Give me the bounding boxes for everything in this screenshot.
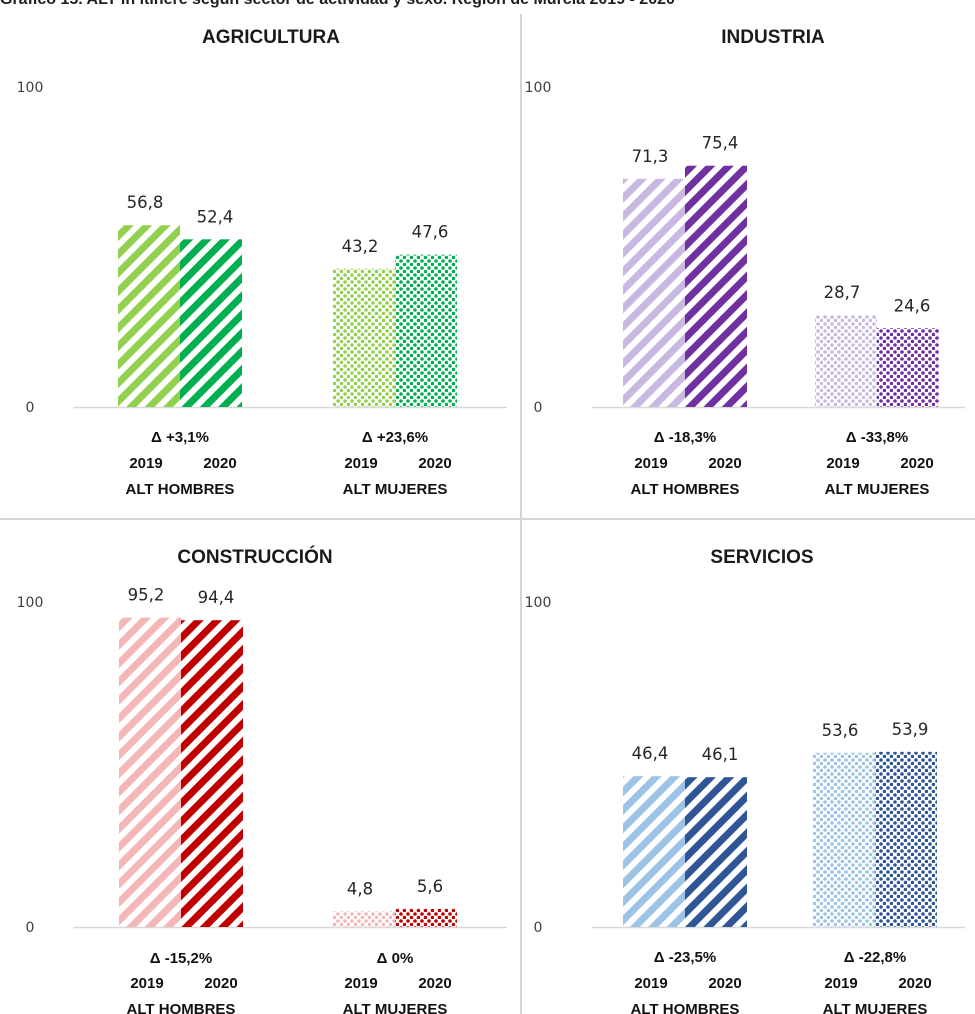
y-tick-label: 100 [17,595,44,611]
year-label: 2019 [130,975,163,992]
y-tick-label: 0 [534,400,543,416]
year-label: 2019 [634,455,667,472]
year-label: 2019 [824,975,857,992]
year-label: 2020 [708,455,741,472]
year-label: 2020 [203,455,236,472]
data-label: 46,1 [702,745,739,764]
data-label: 28,7 [824,283,861,302]
bar-alt-hombres-2020 [181,620,243,927]
year-label: 2019 [634,975,667,992]
delta-label: Δ +3,1% [151,429,209,446]
delta-label: Δ -18,3% [654,429,716,446]
bar-alt-hombres-2020 [685,165,747,407]
bar-alt-mujeres-2020 [395,908,457,927]
year-label: 2020 [898,975,931,992]
bar-alt-mujeres-2019 [333,268,395,407]
year-label: 2020 [418,455,451,472]
y-tick-label: 0 [534,920,543,936]
category-label: ALT HOMBRES [127,1001,236,1014]
figure-title: Gráfico 15. ALT in itinere según sector … [0,0,975,11]
chart-industria: INDUSTRIA 100 0 71,3 75,4 Δ -18,3% 2019 2020 ALT… [525,27,965,498]
data-label: 46,4 [632,744,669,763]
panel-title: CONSTRUCCIÓN [177,546,332,568]
delta-label: Δ -15,2% [150,950,212,967]
bar-alt-mujeres-2019 [815,315,877,407]
bar-alt-mujeres-2019 [813,752,875,927]
data-label: 5,6 [417,877,443,896]
bar-alt-hombres-2019 [623,178,685,407]
delta-label: Δ -33,8% [846,429,908,446]
vertical-divider [520,14,522,1014]
category-label: ALT MUJERES [343,1001,448,1014]
year-label: 2020 [708,975,741,992]
chart-servicios: SERVICIOS 100 0 46,4 46,1 Δ -23,5% 2019 2020 ALT… [525,547,965,1014]
category-label: ALT HOMBRES [631,481,740,498]
y-tick-label: 0 [26,920,35,936]
year-label: 2020 [204,975,237,992]
data-label: 95,2 [128,586,165,605]
year-label: 2020 [418,975,451,992]
bar-alt-hombres-2019 [623,776,685,927]
year-label: 2019 [344,975,377,992]
category-label: ALT HOMBRES [126,481,235,498]
data-label: 71,3 [632,147,669,166]
category-label: ALT MUJERES [343,481,448,498]
bar-alt-hombres-2020 [685,777,747,927]
panel-title: AGRICULTURA [202,27,340,48]
y-tick-label: 0 [26,400,35,416]
year-label: 2019 [129,455,162,472]
bar-alt-hombres-2019 [119,617,181,927]
panel-title: SERVICIOS [710,547,813,568]
delta-label: Δ +23,6% [362,429,428,446]
delta-label: Δ -23,5% [654,949,716,966]
y-tick-label: 100 [525,595,552,611]
bar-alt-mujeres-2019 [333,911,395,927]
data-label: 53,9 [892,720,929,739]
data-label: 43,2 [342,237,379,256]
category-label: ALT MUJERES [823,1001,928,1014]
data-label: 4,8 [347,879,373,898]
delta-label: Δ 0% [377,950,414,967]
data-label: 24,6 [894,296,931,315]
data-label: 53,6 [822,721,859,740]
delta-label: Δ -22,8% [844,949,906,966]
bar-alt-mujeres-2020 [395,254,457,407]
chart-agricultura: AGRICULTURA 100 0 56,8 52,4 Δ +3,1% 2019 2020 AL… [17,27,507,498]
bar-alt-mujeres-2020 [875,751,937,927]
data-label: 47,6 [412,223,449,242]
category-label: ALT MUJERES [825,481,930,498]
year-label: 2020 [900,455,933,472]
data-label: 94,4 [198,588,235,607]
y-tick-label: 100 [17,80,44,96]
year-label: 2019 [826,455,859,472]
bar-alt-mujeres-2020 [877,328,939,407]
category-label: ALT HOMBRES [631,1001,740,1014]
bar-alt-hombres-2019 [118,225,180,407]
horizontal-divider [0,518,975,520]
chart-construccion: CONSTRUCCIÓN 100 0 95,2 94,4 Δ -15,2% 2019 2020… [17,546,507,1014]
data-label: 52,4 [197,207,234,226]
y-tick-label: 100 [525,80,552,96]
data-label: 75,4 [702,134,739,153]
year-label: 2019 [344,455,377,472]
bar-alt-hombres-2020 [180,239,242,407]
panel-title: INDUSTRIA [721,27,825,48]
data-label: 56,8 [127,193,164,212]
